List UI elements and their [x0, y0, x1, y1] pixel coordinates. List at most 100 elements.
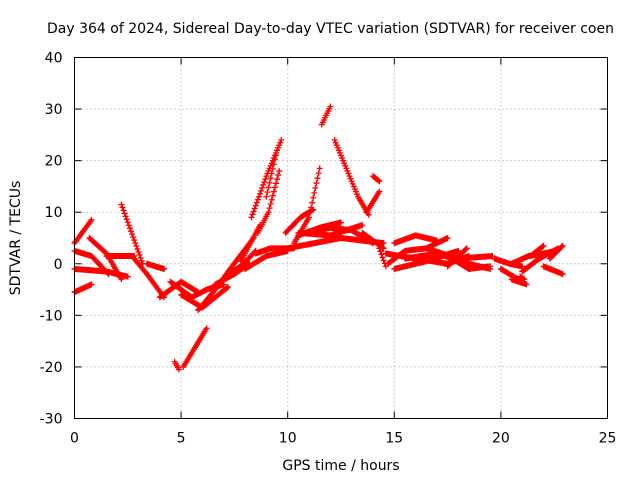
data-point [136, 251, 143, 258]
data-point [203, 325, 210, 332]
data-point [540, 242, 547, 249]
y-tick-label: -20 [40, 360, 63, 376]
data-point [132, 240, 139, 247]
series-s12 [171, 358, 182, 373]
data-point [265, 184, 272, 191]
data-point [375, 177, 382, 184]
data-point [306, 214, 313, 221]
data-point [267, 175, 274, 182]
data-point [309, 199, 316, 206]
series-s48 [519, 245, 562, 275]
data-point [265, 209, 272, 216]
data-point [272, 180, 279, 187]
data-point [487, 263, 494, 270]
x-tick-label: 10 [279, 431, 297, 447]
data-point [268, 170, 275, 177]
data-point [327, 103, 334, 110]
series-s35 [376, 245, 389, 270]
data-point [105, 271, 112, 278]
data-point [118, 276, 125, 283]
data-point [444, 235, 451, 241]
data-point [88, 281, 95, 288]
data-point [266, 205, 273, 212]
data-point [379, 244, 386, 251]
series-s29 [306, 224, 376, 247]
data-point [558, 243, 565, 250]
data-point [455, 247, 462, 254]
data-point [122, 213, 129, 220]
data-points [71, 103, 566, 373]
series-s43 [444, 245, 470, 270]
series-s49 [527, 242, 547, 260]
data-point [376, 178, 383, 185]
data-point [378, 251, 385, 258]
data-point [259, 184, 266, 191]
y-axis-label: SDTVAR / TECUs [8, 181, 24, 296]
y-tick-label: -30 [40, 412, 63, 428]
data-point [260, 181, 267, 188]
series-s24 [282, 206, 317, 236]
data-point [121, 210, 128, 217]
data-point [275, 172, 282, 179]
data-point [124, 273, 131, 280]
data-point [225, 283, 232, 290]
data-point [308, 204, 315, 211]
data-point [271, 184, 278, 191]
series-s33 [369, 173, 383, 185]
y-tick-label: 30 [45, 102, 63, 118]
data-point [129, 231, 136, 238]
data-point [88, 216, 95, 223]
data-point [312, 184, 319, 191]
series-s51 [546, 242, 566, 262]
data-point [134, 245, 141, 252]
data-point [124, 219, 131, 226]
data-point [250, 208, 257, 215]
data-point [135, 248, 142, 255]
data-point [559, 242, 566, 249]
data-point [256, 190, 263, 197]
data-point [274, 176, 281, 183]
data-point [268, 196, 275, 203]
x-tick-label: 20 [492, 431, 510, 447]
series-s25 [291, 165, 323, 247]
data-point [131, 237, 138, 244]
data-point [338, 219, 344, 226]
data-point [127, 228, 134, 235]
data-point [379, 254, 386, 261]
data-point [104, 269, 111, 276]
series-s6 [103, 253, 138, 260]
data-point [251, 205, 258, 212]
data-point [380, 257, 387, 264]
data-point [539, 243, 546, 250]
axis-ticks [74, 57, 608, 419]
data-point [269, 192, 276, 199]
data-point [130, 234, 137, 241]
data-point [307, 209, 314, 216]
data-point [276, 167, 283, 174]
data-point [262, 176, 269, 183]
data-point [120, 207, 127, 214]
series-s4 [71, 247, 112, 278]
y-tick-label: -10 [40, 308, 63, 324]
series-s52 [517, 273, 528, 283]
plot-frame [74, 57, 608, 419]
data-point [376, 245, 383, 252]
series-s19 [242, 247, 291, 272]
data-point [313, 180, 320, 187]
y-tick-label: 10 [45, 205, 63, 221]
series-s23 [263, 147, 281, 200]
data-point [261, 179, 268, 186]
series-s13 [180, 325, 210, 370]
x-tick-labels: 0 5 10 15 20 25 [70, 431, 616, 447]
series-s30 [318, 103, 334, 128]
data-point [315, 170, 322, 177]
data-point [359, 222, 366, 229]
data-point [311, 189, 318, 196]
data-point [137, 254, 144, 261]
data-point [310, 194, 317, 201]
data-point [125, 222, 132, 229]
data-point [377, 248, 384, 255]
x-tick-label: 15 [385, 431, 403, 447]
data-point [267, 200, 274, 207]
